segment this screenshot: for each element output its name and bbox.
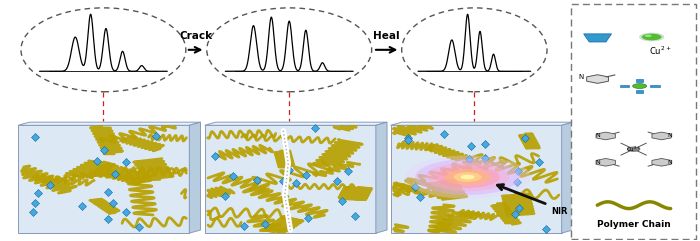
Text: N: N <box>595 134 600 139</box>
Text: Polymer Chain: Polymer Chain <box>597 220 671 228</box>
Polygon shape <box>596 132 615 140</box>
Circle shape <box>633 84 647 88</box>
Circle shape <box>405 155 531 199</box>
Circle shape <box>645 35 652 37</box>
Polygon shape <box>636 90 643 93</box>
Polygon shape <box>204 125 376 233</box>
Polygon shape <box>391 125 561 233</box>
Polygon shape <box>652 132 671 140</box>
Ellipse shape <box>402 8 547 92</box>
Circle shape <box>642 34 661 40</box>
Polygon shape <box>596 159 615 166</box>
Polygon shape <box>18 122 200 125</box>
Polygon shape <box>376 122 387 233</box>
FancyBboxPatch shape <box>571 4 696 239</box>
Text: Heal: Heal <box>373 31 400 41</box>
Text: N: N <box>668 134 672 139</box>
Polygon shape <box>391 122 573 125</box>
Text: Cu$^{2+}$: Cu$^{2+}$ <box>626 145 641 154</box>
Polygon shape <box>18 125 189 233</box>
Polygon shape <box>584 34 612 42</box>
Text: NIR: NIR <box>552 207 568 215</box>
Text: N: N <box>578 74 583 80</box>
Circle shape <box>426 163 510 191</box>
Polygon shape <box>650 85 659 87</box>
Circle shape <box>454 172 482 182</box>
Polygon shape <box>561 122 573 233</box>
Text: N: N <box>595 160 600 165</box>
Ellipse shape <box>21 8 186 92</box>
Circle shape <box>415 159 520 195</box>
Text: Crack: Crack <box>179 31 212 41</box>
Polygon shape <box>587 75 608 83</box>
Polygon shape <box>204 122 387 125</box>
Polygon shape <box>620 85 629 87</box>
Text: Cu$^{2+}$: Cu$^{2+}$ <box>649 45 671 57</box>
Circle shape <box>444 169 491 185</box>
Circle shape <box>627 147 640 151</box>
Ellipse shape <box>206 8 372 92</box>
Polygon shape <box>652 159 671 166</box>
Text: N: N <box>668 160 672 165</box>
Polygon shape <box>189 122 200 233</box>
Circle shape <box>435 166 500 188</box>
Circle shape <box>461 175 475 180</box>
Polygon shape <box>636 79 643 82</box>
Circle shape <box>639 33 664 41</box>
